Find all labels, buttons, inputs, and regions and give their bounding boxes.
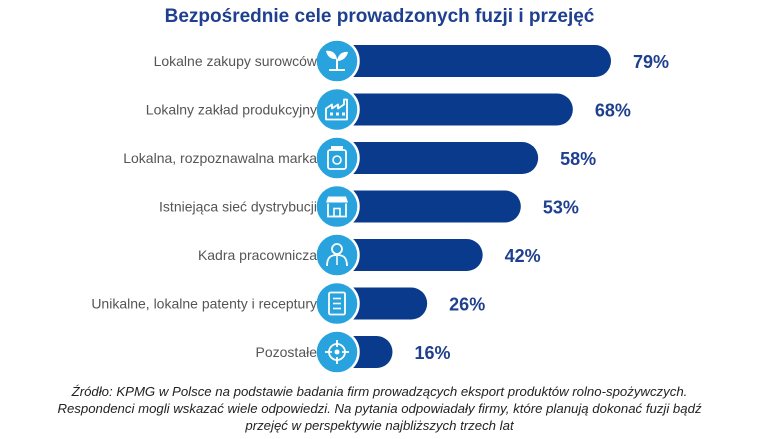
bar-row: Lokalny zakład produkcyjny 68% — [146, 86, 631, 133]
bar — [321, 239, 483, 271]
bar — [321, 93, 573, 126]
crosshair-icon — [314, 329, 360, 375]
source-line: Respondenci mogli wskazać wiele odpowied… — [57, 401, 702, 416]
brand-jar-icon — [314, 135, 360, 181]
bar-row: Lokalne zakupy surowców 79% — [154, 38, 669, 84]
category-label: Kadra pracownicza — [198, 247, 317, 263]
storefront-icon — [314, 183, 360, 230]
sprout-icon — [314, 38, 360, 84]
category-label: Unikalne, lokalne patenty i receptury — [91, 296, 317, 312]
bar — [321, 142, 539, 174]
category-label: Pozostałe — [256, 344, 318, 360]
value-label: 68% — [595, 101, 631, 121]
value-label: 26% — [449, 295, 485, 315]
chart-title: Bezpośrednie cele prowadzonych fuzji i p… — [164, 6, 595, 27]
factory-icon — [314, 86, 360, 133]
category-label: Lokalne zakupy surowców — [154, 53, 318, 69]
bar-row: Kadra pracownicza 42% — [198, 232, 541, 278]
bar-row: Pozostałe 16% — [256, 329, 451, 375]
bar-row: Lokalna, rozpoznawalna marka 58% — [123, 135, 596, 181]
worker-icon — [314, 232, 360, 278]
source-line: Źródło: KPMG w Polsce na podstawie badan… — [71, 384, 688, 399]
value-label: 16% — [414, 343, 450, 363]
document-list-icon — [314, 280, 360, 327]
source-note: Źródło: KPMG w Polsce na podstawie badan… — [0, 383, 759, 434]
bar-row: Unikalne, lokalne patenty i receptury 26% — [91, 280, 485, 327]
category-label: Lokalna, rozpoznawalna marka — [123, 150, 317, 166]
bar-row: Istniejąca sieć dystrybucji 53% — [159, 183, 579, 230]
bar-chart: Lokalne zakupy surowców 79%Lokalny zakład… — [91, 38, 669, 375]
bar — [321, 45, 611, 77]
value-label: 42% — [505, 246, 541, 266]
category-label: Istniejąca sieć dystrybucji — [159, 199, 317, 215]
value-label: 58% — [560, 149, 596, 169]
value-label: 53% — [543, 198, 579, 218]
category-label: Lokalny zakład produkcyjny — [146, 102, 317, 118]
source-line: przejęć w perspektywie najbliższych trze… — [245, 418, 514, 433]
value-label: 79% — [633, 52, 669, 72]
bar — [321, 190, 521, 223]
